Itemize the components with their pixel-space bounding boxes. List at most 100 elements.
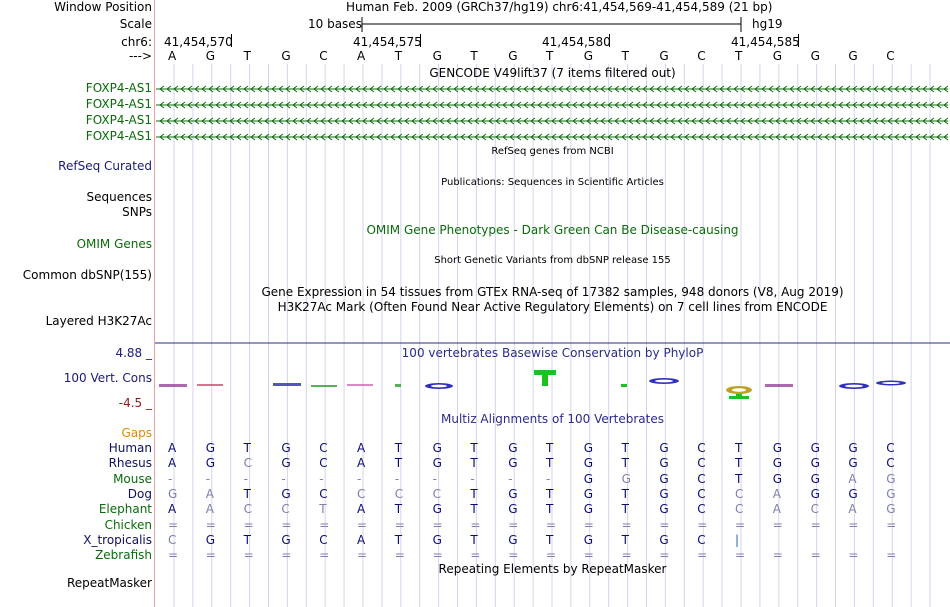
- base-letter: A: [168, 49, 177, 63]
- base-letter: T: [470, 49, 478, 63]
- base-letter: T: [243, 49, 251, 63]
- alignment-base: G: [583, 456, 594, 471]
- gene-track-label[interactable]: FOXP4-AS1: [85, 129, 152, 143]
- alignment-base: G: [583, 502, 594, 517]
- species-label[interactable]: Zebrafish: [95, 548, 152, 563]
- alignment-base: C: [886, 456, 895, 471]
- gene-track-feature[interactable]: [156, 82, 948, 97]
- alignment-base: =: [659, 548, 670, 563]
- alignment-base: G: [772, 456, 783, 471]
- alignment-base: =: [848, 517, 859, 532]
- coordinate-label: 41,454,585: [731, 35, 800, 49]
- species-label[interactable]: Elephant: [98, 502, 152, 517]
- alignment-base: =: [583, 517, 594, 532]
- alignment-base: A: [772, 486, 782, 501]
- snps-track-label[interactable]: SNPs: [122, 205, 152, 219]
- base-letter: G: [659, 49, 669, 63]
- alignment-base: G: [205, 532, 216, 547]
- refseq-track-label[interactable]: RefSeq Curated: [58, 159, 152, 173]
- gene-track-label[interactable]: FOXP4-AS1: [85, 97, 152, 111]
- alignment-base: T: [470, 532, 478, 547]
- base-letter: T: [735, 49, 743, 63]
- alignment-base: -: [470, 471, 475, 486]
- alignment-base: C: [697, 471, 706, 486]
- alignment-base: C: [697, 532, 706, 547]
- alignment-base: T: [470, 441, 478, 455]
- alignment-base: =: [848, 548, 859, 563]
- alignment-base: -: [168, 471, 173, 486]
- species-label[interactable]: Human: [108, 441, 152, 455]
- species-label[interactable]: Rhesus: [108, 456, 152, 471]
- alignment-base: =: [168, 517, 179, 532]
- alignment-base: T: [243, 441, 251, 455]
- species-label[interactable]: Mouse: [113, 471, 152, 486]
- alignment-base: T: [470, 502, 478, 517]
- cons-track-label[interactable]: 100 Vert. Cons: [63, 371, 152, 385]
- alignment-base: =: [168, 548, 179, 563]
- species-label[interactable]: X_tropicalis: [83, 532, 152, 547]
- cons-top-line: [155, 342, 950, 344]
- alignment-base: A: [168, 441, 177, 455]
- alignment-base: =: [432, 548, 443, 563]
- alignment-base: A: [772, 502, 782, 517]
- omim-track-label[interactable]: OMIM Genes: [76, 237, 152, 251]
- base-letter: C: [319, 49, 328, 63]
- alignment-base: G: [659, 486, 669, 501]
- species-label[interactable]: Dog: [127, 486, 152, 501]
- h3k27ac-track-label[interactable]: Layered H3K27Ac: [45, 314, 152, 328]
- gene-track-feature[interactable]: [156, 98, 948, 113]
- alignment-base: G: [772, 441, 783, 455]
- alignment-base: C: [886, 441, 895, 455]
- alignment-base: =: [508, 517, 519, 532]
- coordinate-tick: [609, 34, 610, 47]
- alignment-base: =: [810, 548, 821, 563]
- alignment-base: =: [243, 517, 254, 532]
- alignment-base: G: [583, 532, 594, 547]
- alignment-base: G: [583, 471, 594, 486]
- coordinate-label: 41,454,580: [542, 35, 611, 49]
- alignment-base: =: [470, 517, 481, 532]
- alignment-base: -: [394, 471, 400, 486]
- scale-bar: [361, 17, 742, 32]
- alignment-base: C: [243, 456, 252, 471]
- alignment-base: =: [659, 517, 670, 532]
- dbsnp-track-label[interactable]: Common dbSNP(155): [22, 268, 152, 282]
- alignment-base: =: [621, 517, 632, 532]
- alignment-base: =: [735, 548, 746, 563]
- species-label[interactable]: Chicken: [104, 517, 152, 532]
- alignment-base: T: [394, 502, 403, 517]
- alignment-base: G: [281, 441, 291, 455]
- alignment-base: G: [848, 441, 858, 455]
- gene-track-label[interactable]: FOXP4-AS1: [85, 113, 152, 127]
- alignment-base: T: [621, 532, 629, 547]
- alignment-base: G: [281, 532, 291, 547]
- alignment-base: =: [394, 548, 405, 563]
- coordinate-tick: [231, 34, 232, 47]
- gene-track-feature[interactable]: [156, 114, 948, 129]
- gene-track-label[interactable]: FOXP4-AS1: [85, 81, 152, 95]
- alignment-base: G: [583, 486, 594, 501]
- gene-track-feature[interactable]: [156, 130, 948, 145]
- repeatmasker-track-label[interactable]: RepeatMasker: [66, 576, 152, 590]
- alignment-base: C: [697, 502, 706, 517]
- alignment-base: -: [508, 471, 513, 486]
- base-letter: A: [357, 49, 366, 63]
- scale-assembly: hg19: [752, 17, 783, 31]
- window-position-label: Window Position: [54, 0, 152, 14]
- scale-text: 10 bases: [308, 17, 362, 31]
- alignment-base: C: [243, 502, 252, 517]
- alignment-base: A: [205, 486, 215, 501]
- alignment-base: =: [583, 548, 594, 563]
- alignment-base: T: [621, 456, 629, 471]
- base-letter: G: [281, 49, 291, 63]
- alignment-base: G: [168, 486, 178, 501]
- alignment-base: G: [281, 486, 291, 501]
- alignment-base: -: [281, 471, 286, 486]
- alignment-base: C: [810, 502, 819, 517]
- alignment-base: G: [508, 456, 518, 471]
- base-letter: T: [394, 49, 403, 63]
- alignment-base: C: [697, 486, 706, 501]
- sequences-track-label[interactable]: Sequences: [86, 190, 152, 204]
- alignment-base: =: [432, 517, 443, 532]
